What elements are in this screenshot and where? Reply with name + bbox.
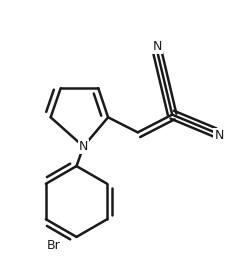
Text: Br: Br xyxy=(47,239,61,252)
Text: N: N xyxy=(79,140,88,153)
Text: N: N xyxy=(153,40,162,53)
Text: N: N xyxy=(214,129,224,143)
